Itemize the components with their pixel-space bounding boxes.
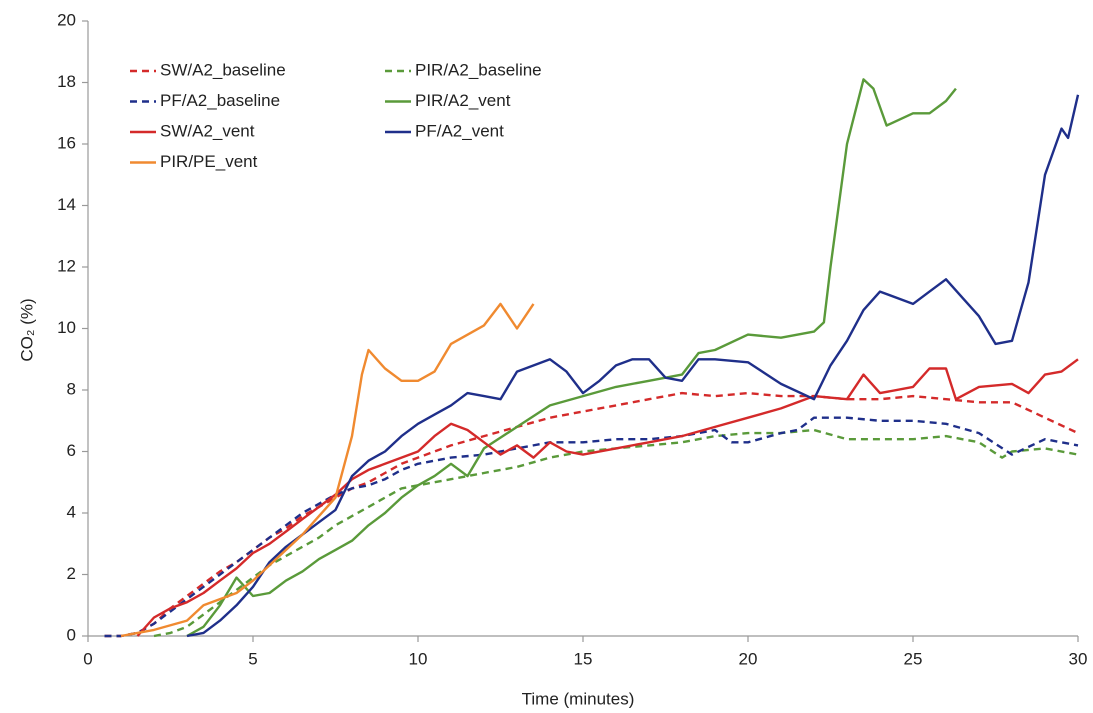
x-axis-label: Time (minutes) — [522, 689, 635, 708]
legend-label: PIR/A2_baseline — [415, 60, 542, 79]
y-tick-label: 2 — [67, 564, 76, 583]
y-tick-label: 0 — [67, 625, 76, 644]
series-line — [136, 358, 1079, 637]
y-tick-label: 20 — [57, 10, 76, 29]
legend-label: PF/A2_baseline — [160, 91, 280, 110]
y-tick-label: 12 — [57, 256, 76, 275]
x-tick-label: 15 — [574, 649, 593, 668]
series-line — [104, 416, 1079, 638]
x-tick-label: 30 — [1069, 649, 1088, 668]
series-line — [153, 428, 1079, 638]
x-tick-label: 25 — [904, 649, 923, 668]
y-tick-label: 6 — [67, 441, 76, 460]
y-tick-label: 8 — [67, 379, 76, 398]
legend-label: SW/A2_baseline — [160, 60, 286, 79]
x-tick-label: 10 — [409, 649, 428, 668]
x-tick-label: 20 — [739, 649, 758, 668]
series-line — [120, 302, 535, 638]
legend-label: PIR/PE_vent — [160, 152, 258, 171]
legend-label: SW/A2_vent — [160, 121, 255, 140]
y-tick-label: 18 — [57, 72, 76, 91]
series-line — [186, 94, 1080, 638]
y-tick-label: 14 — [57, 195, 76, 214]
y-axis-label: CO₂ (%) — [17, 298, 36, 361]
series-line — [104, 391, 1079, 638]
legend-label: PF/A2_vent — [415, 121, 504, 140]
y-tick-label: 4 — [67, 502, 76, 521]
series-line — [186, 78, 957, 638]
x-tick-label: 5 — [248, 649, 257, 668]
y-tick-label: 10 — [57, 318, 76, 337]
y-tick-label: 16 — [57, 133, 76, 152]
x-tick-label: 0 — [83, 649, 92, 668]
legend-label: PIR/A2_vent — [415, 91, 511, 110]
